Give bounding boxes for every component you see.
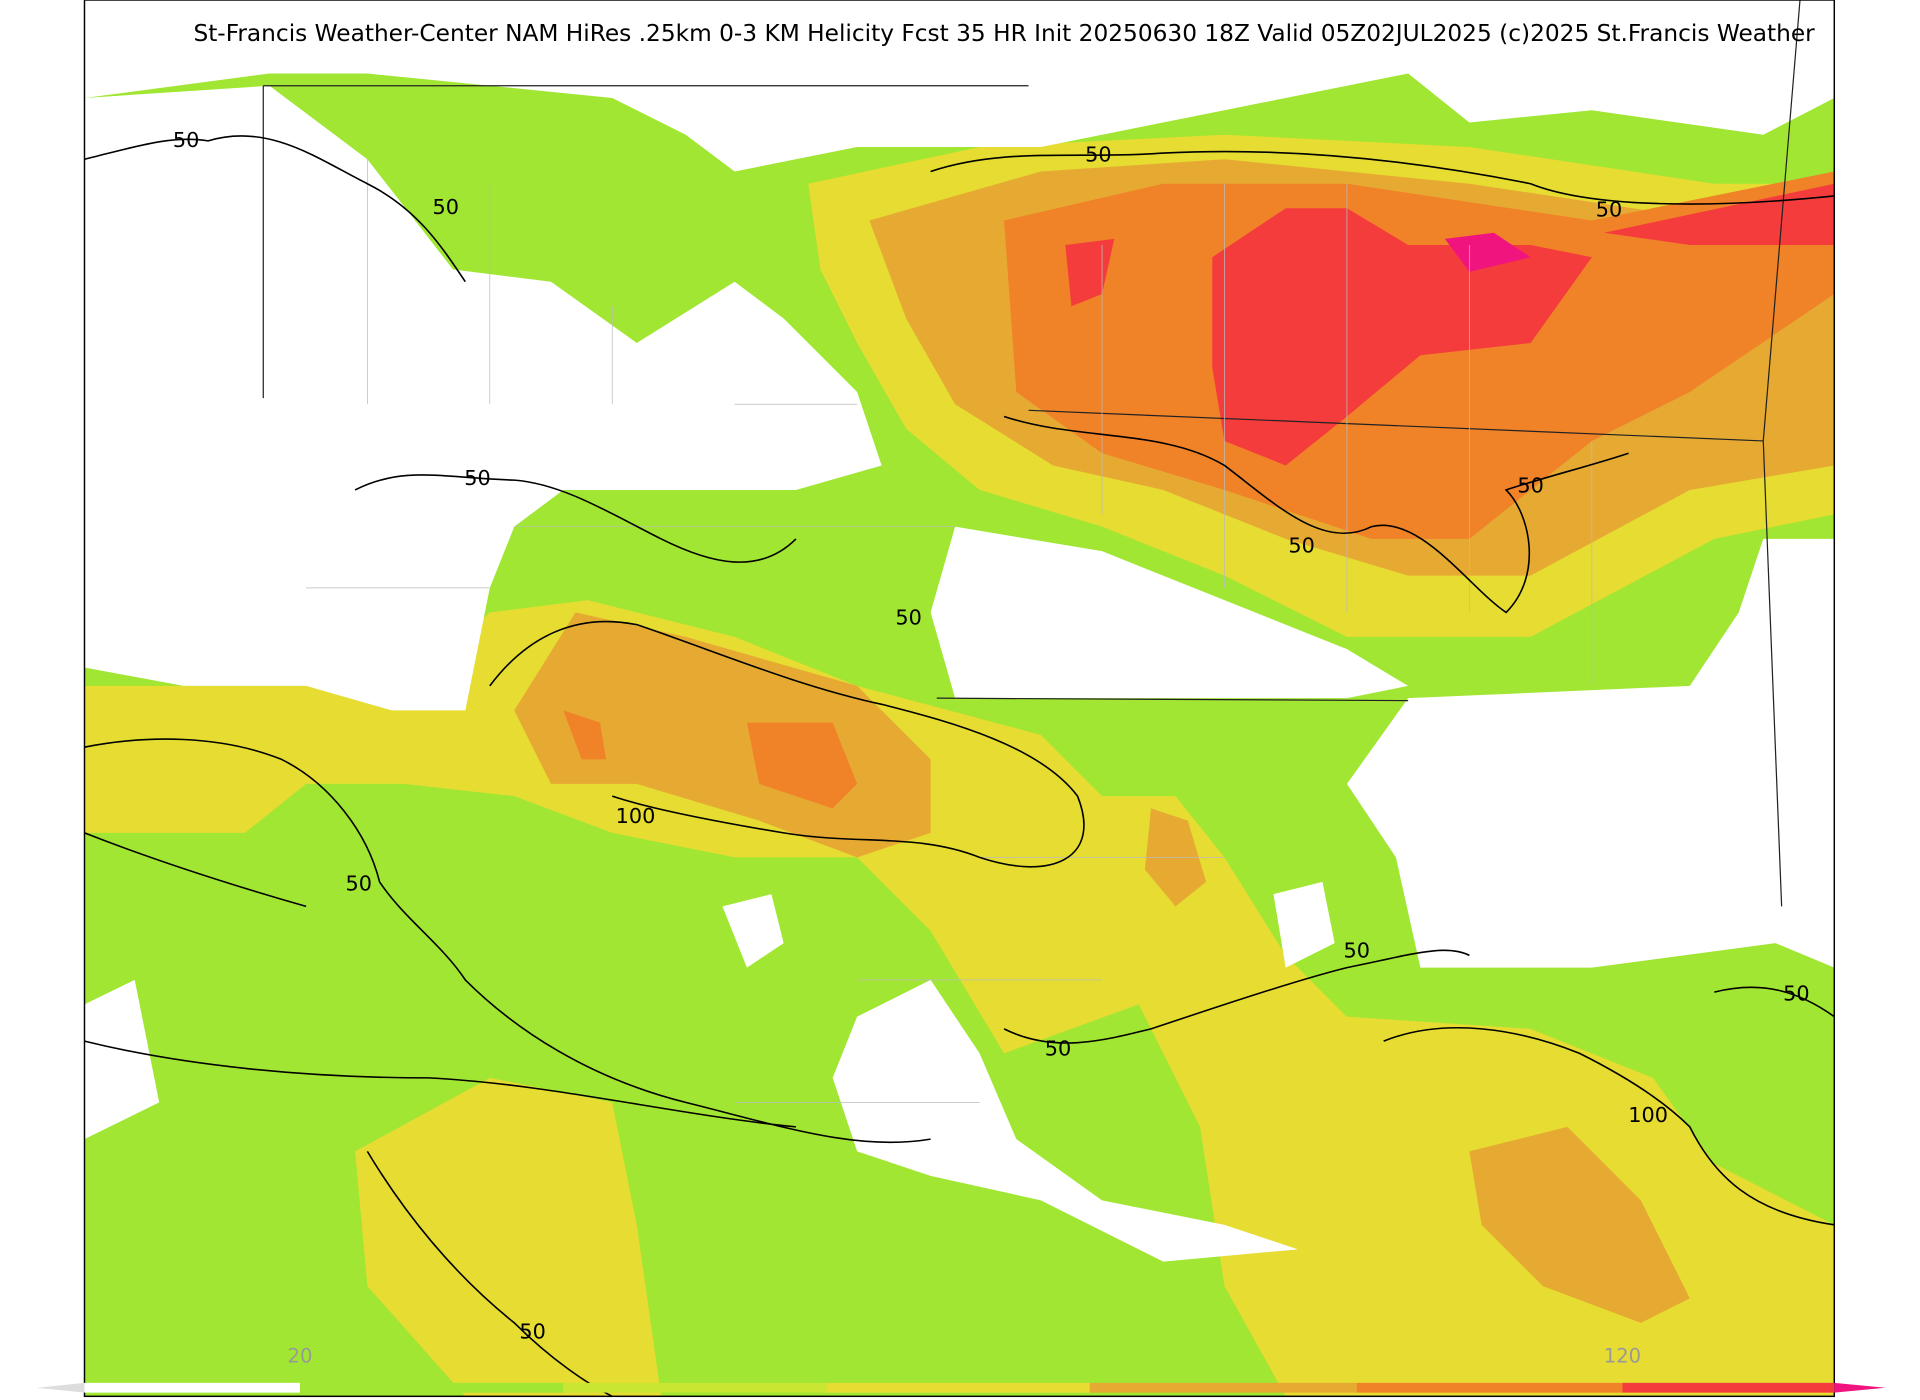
colorbar-segment <box>300 1382 564 1393</box>
contour-label: 50 <box>173 128 199 152</box>
contour-label: 50 <box>1045 1037 1071 1061</box>
contour-label: 50 <box>1783 982 1809 1006</box>
contours <box>84 135 1835 1398</box>
contour-label: 50 <box>1596 198 1622 222</box>
contour-label: 50 <box>464 466 490 490</box>
contour-label: 50 <box>346 871 372 895</box>
colorbar-extend-low <box>36 1382 85 1393</box>
contour-label: 50 <box>519 1320 545 1344</box>
colorbar-segment <box>1356 1382 1623 1393</box>
helicity-field <box>84 0 1835 1397</box>
colorbar-extend-high <box>1834 1382 1886 1393</box>
colorbar-label: 120 <box>1604 1345 1641 1368</box>
colorbar-segment <box>826 1382 1090 1393</box>
boundaries <box>262 0 1801 1103</box>
map-frame <box>83 0 1836 1398</box>
contour-label: 50 <box>895 606 921 630</box>
colorbar: 20 120 <box>36 1345 1886 1393</box>
contour-labels: 50 50 50 50 50 50 50 50 100 50 50 50 50 … <box>173 128 1810 1344</box>
contour-label: 50 <box>1517 473 1543 497</box>
contour-label: 100 <box>616 804 656 828</box>
colorbar-label: 20 <box>288 1345 313 1368</box>
colorbar-segment <box>84 1382 300 1393</box>
contour-label: 100 <box>1628 1103 1668 1127</box>
colorbar-segment <box>1089 1382 1357 1393</box>
map-title: St-Francis Weather-Center NAM HiRes .25k… <box>193 20 1815 47</box>
contour-label: 50 <box>1288 533 1314 557</box>
contour-label: 50 <box>432 195 458 219</box>
colorbar-segment <box>1622 1382 1835 1393</box>
contour-label: 50 <box>1085 143 1111 167</box>
contour-label: 50 <box>1344 939 1370 963</box>
colorbar-segment <box>563 1382 827 1393</box>
